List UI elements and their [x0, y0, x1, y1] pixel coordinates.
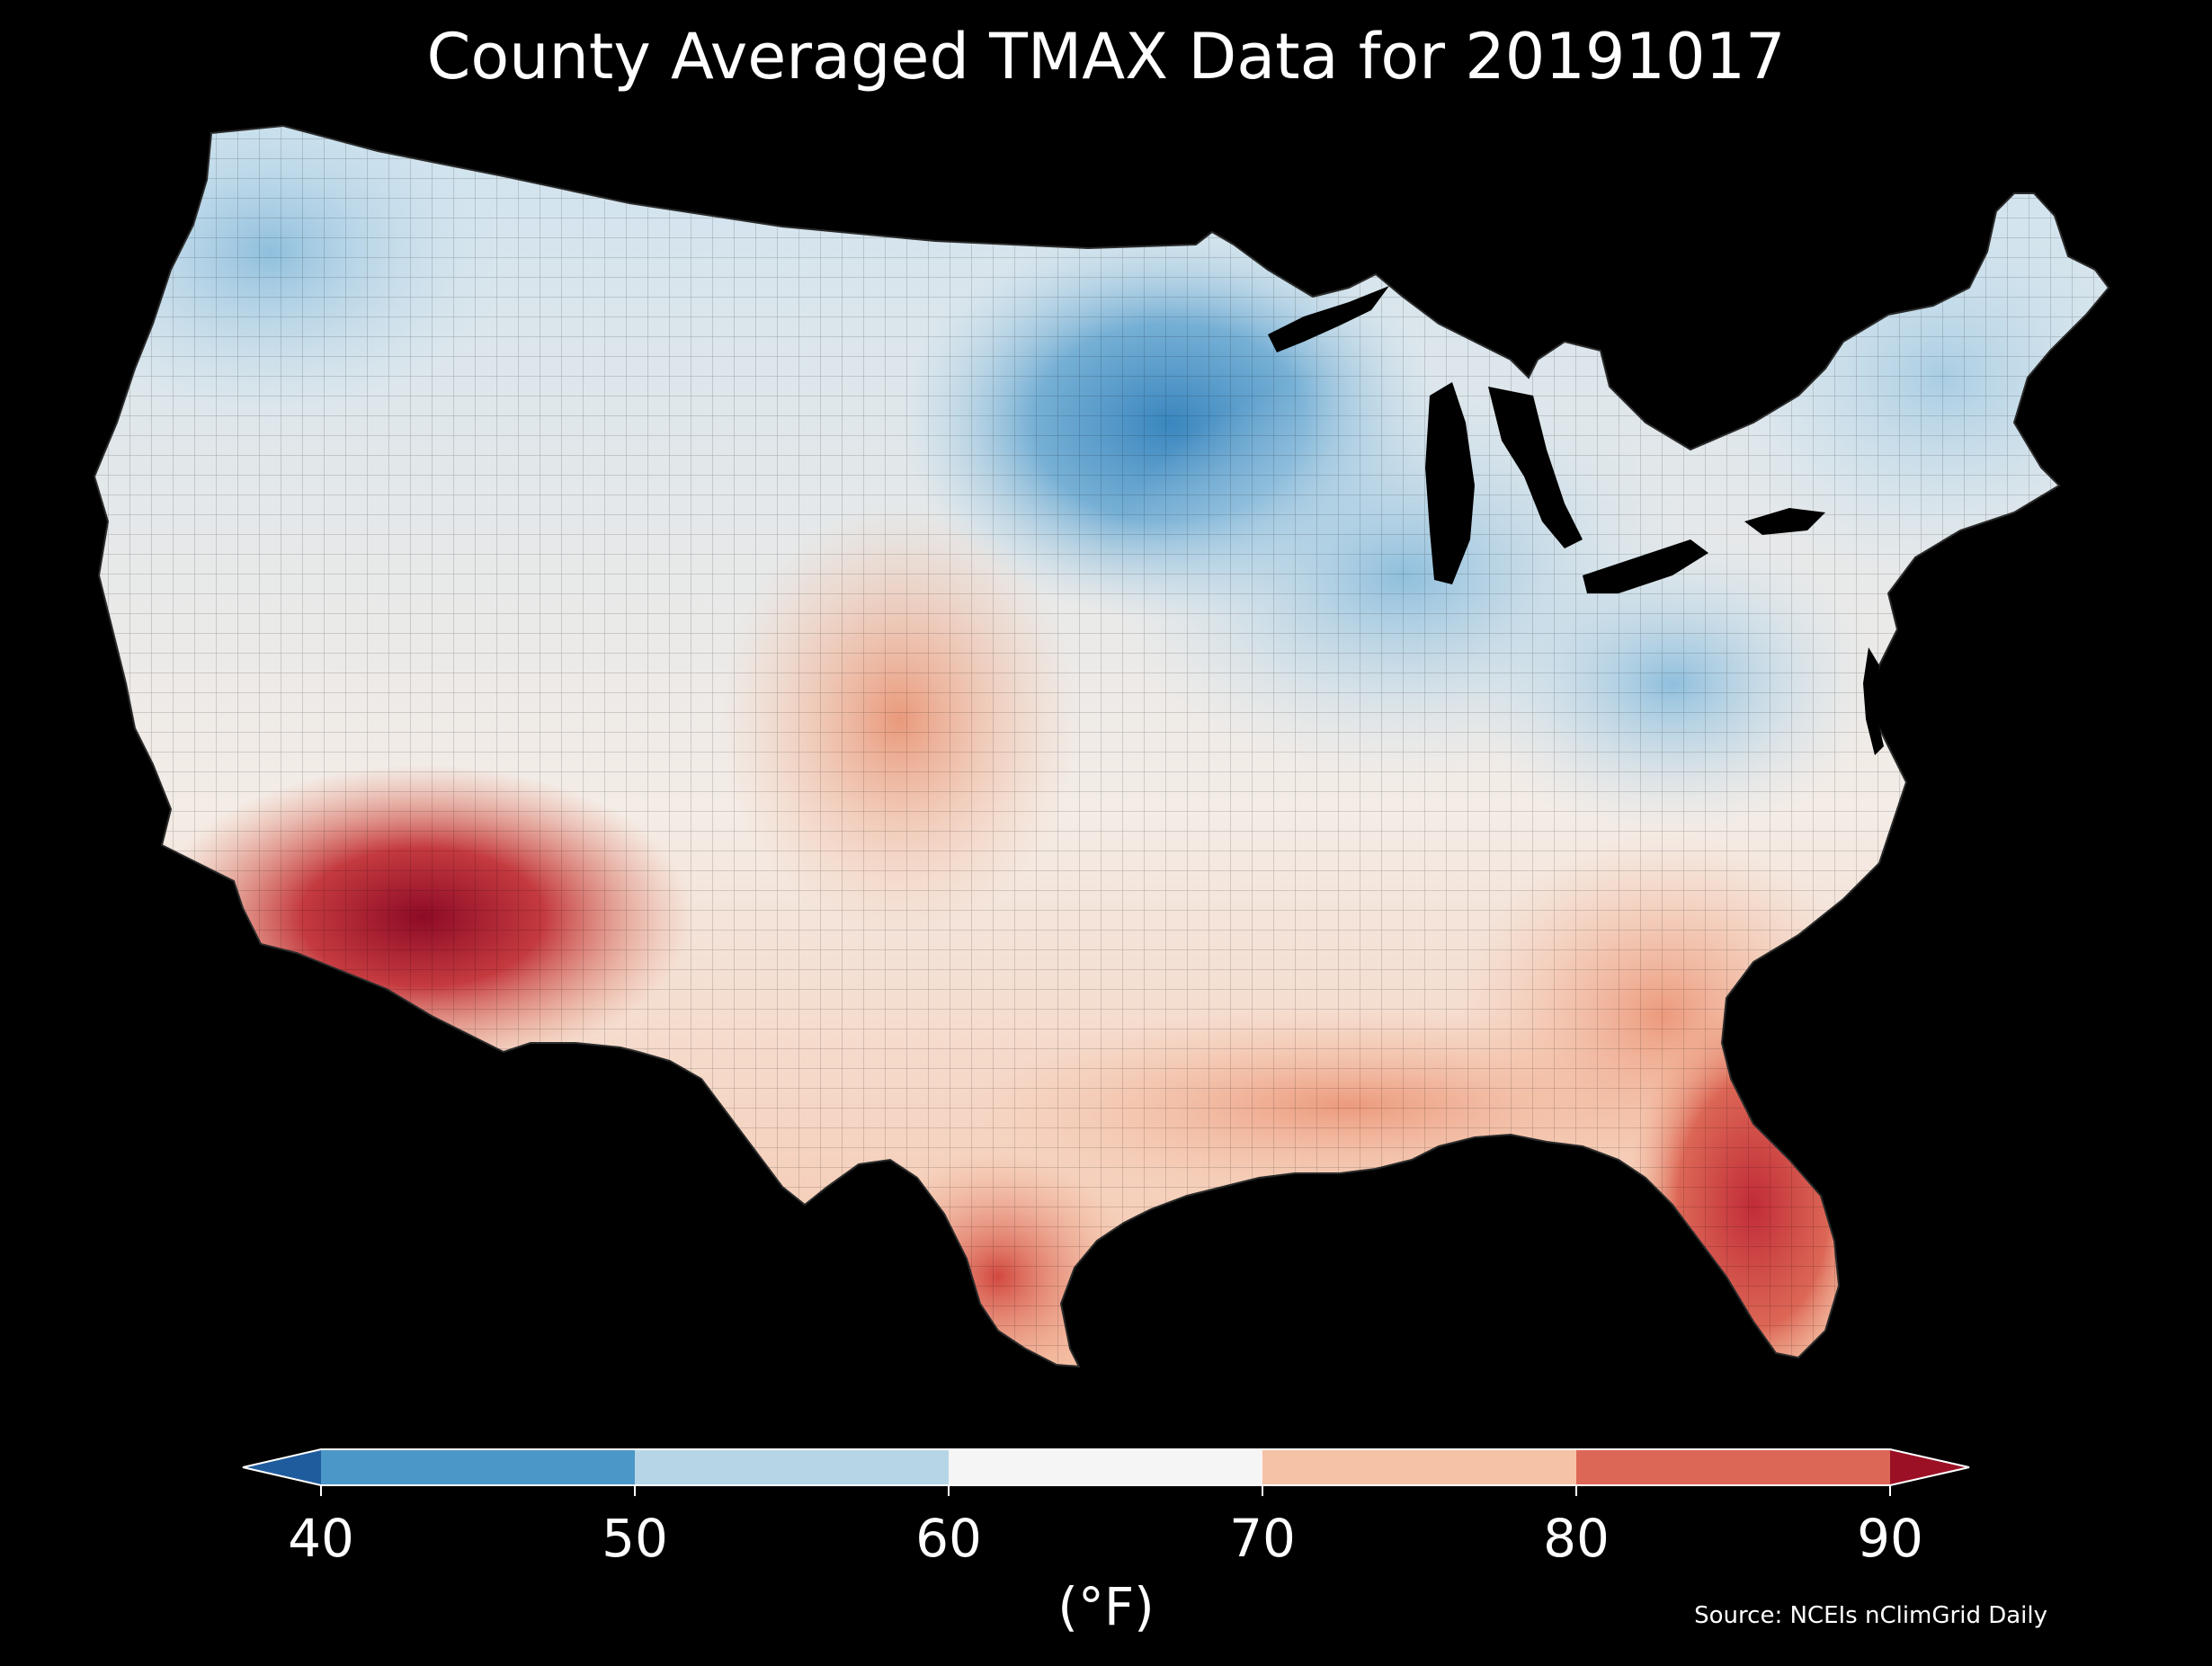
lake-superior [1268, 286, 1389, 352]
source-note: Source: NCEIs nClimGrid Daily [1694, 1602, 2047, 1629]
colorbar-tick-label: 50 [602, 1508, 668, 1569]
colorbar-bin-0 [321, 1449, 635, 1485]
colorbar-units-label: (°F) [1057, 1576, 1155, 1637]
colorbar-tick-label: 80 [1543, 1508, 1610, 1569]
colorbar-tick-label: 60 [915, 1508, 982, 1569]
colorbar-extend-high [1890, 1449, 1969, 1485]
colorbar-bin-2 [949, 1449, 1262, 1485]
lake-erie [1583, 539, 1708, 593]
colorbar-extend-low [243, 1449, 321, 1485]
colorbar-bin-1 [635, 1449, 949, 1485]
colorbar-bin-3 [1262, 1449, 1576, 1485]
colorbar-bin-4 [1576, 1449, 1890, 1485]
lake-michigan [1425, 382, 1475, 584]
map-title: County Averaged TMAX Data for 20191017 [426, 20, 1786, 94]
chesapeake-bay [1863, 647, 1884, 755]
colorbar-tick-label: 90 [1857, 1508, 1923, 1569]
lake-huron [1488, 387, 1583, 548]
lake-ontario [1744, 508, 1825, 535]
colorbar-tick-label: 40 [288, 1508, 354, 1569]
colorbar-tick-label: 70 [1229, 1508, 1296, 1569]
country-outline [93, 124, 2110, 1368]
